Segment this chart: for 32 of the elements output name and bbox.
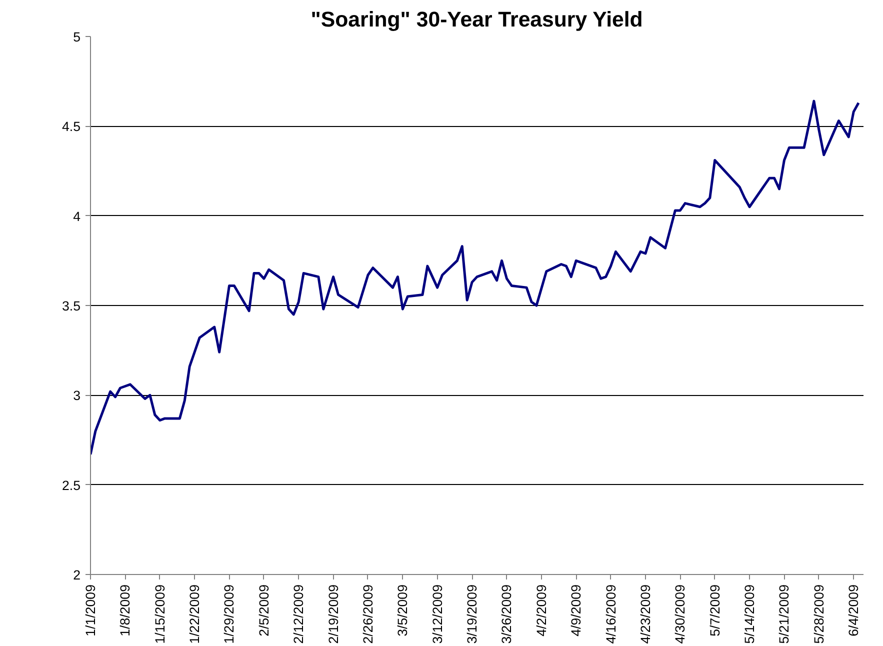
x-tick-label: 2/19/2009 xyxy=(326,584,341,644)
x-tick-label: 1/29/2009 xyxy=(222,584,237,644)
y-tick-label: 3.5 xyxy=(62,298,81,314)
x-tick-label: 4/16/2009 xyxy=(603,584,618,644)
x-tick-label: 5/21/2009 xyxy=(776,584,792,644)
y-tick-label: 3 xyxy=(73,388,81,404)
y-tick-label: 4 xyxy=(73,208,82,224)
x-tick-label: 3/5/2009 xyxy=(395,584,410,636)
x-tick-label: 4/30/2009 xyxy=(672,584,688,644)
chart-title: "Soaring" 30-Year Treasury Yield xyxy=(310,8,643,32)
y-tick-label: 2.5 xyxy=(62,478,81,493)
x-tick-label: 2/12/2009 xyxy=(291,584,306,644)
x-tick-label: 5/7/2009 xyxy=(707,584,722,636)
x-tick-label: 4/23/2009 xyxy=(638,584,653,644)
x-tick-label: 3/19/2009 xyxy=(464,584,480,644)
x-tick-label: 2/26/2009 xyxy=(360,584,376,644)
x-tick-label: 5/28/2009 xyxy=(811,584,826,644)
y-tick-label: 5 xyxy=(73,30,81,44)
x-tick-label: 3/12/2009 xyxy=(430,584,445,644)
x-tick-label: 5/14/2009 xyxy=(742,584,758,644)
line-series xyxy=(90,100,860,456)
x-tick-label: 1/15/2009 xyxy=(152,584,168,644)
y-tick-label: 4.5 xyxy=(62,119,81,134)
x-tick-label: 4/9/2009 xyxy=(568,584,584,636)
x-tick-label: 1/1/2009 xyxy=(83,584,98,636)
x-tick-label: 4/2/2009 xyxy=(534,584,549,636)
x-tick-label: 6/4/2009 xyxy=(846,584,862,636)
x-tick-label: 1/8/2009 xyxy=(118,584,133,636)
x-tick-label: 2/5/2009 xyxy=(256,584,272,636)
y-tick-label: 2 xyxy=(73,568,81,582)
x-tick-label: 3/26/2009 xyxy=(499,584,514,644)
x-tick-label: 1/22/2009 xyxy=(187,584,202,644)
